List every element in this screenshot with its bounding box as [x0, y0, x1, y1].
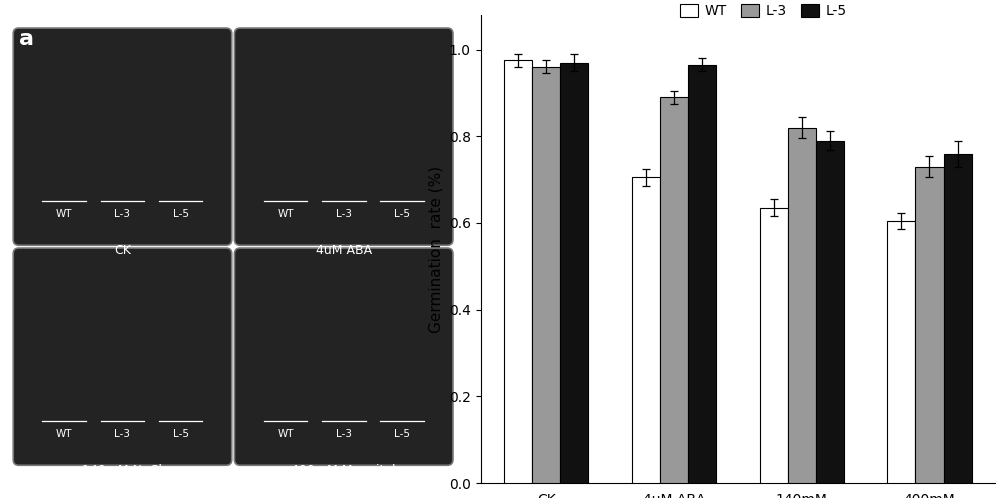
Bar [816, 140, 844, 483]
Text: a: a [19, 29, 34, 49]
Text: 4uM ABA: 4uM ABA [316, 245, 372, 257]
Text: L-5: L-5 [394, 429, 410, 439]
FancyBboxPatch shape [234, 248, 453, 465]
Bar [788, 127, 816, 483]
Text: WT: WT [277, 209, 294, 219]
Y-axis label: Germination  rate (%): Germination rate (%) [428, 165, 443, 333]
Bar [688, 65, 716, 483]
Text: WT: WT [277, 429, 294, 439]
Text: L-3: L-3 [114, 209, 130, 219]
Bar [887, 221, 915, 483]
FancyBboxPatch shape [234, 28, 453, 245]
Bar [504, 60, 532, 483]
Bar [944, 154, 972, 483]
Legend: WT, L-3, L-5: WT, L-3, L-5 [674, 0, 853, 24]
Text: L-5: L-5 [394, 209, 410, 219]
Bar [760, 208, 788, 483]
Bar [660, 97, 688, 483]
Text: WT: WT [56, 429, 73, 439]
Bar [532, 67, 560, 483]
Bar [915, 167, 944, 483]
Text: L-3: L-3 [114, 429, 130, 439]
Bar [632, 177, 660, 483]
Text: CK: CK [114, 245, 131, 257]
FancyBboxPatch shape [13, 248, 232, 465]
Text: L-5: L-5 [173, 209, 189, 219]
Text: WT: WT [56, 209, 73, 219]
Bar [560, 63, 588, 483]
Text: L-3: L-3 [336, 429, 352, 439]
Text: 400mM Mannitol: 400mM Mannitol [291, 464, 396, 478]
FancyBboxPatch shape [13, 28, 232, 245]
Text: 140mM NaCl: 140mM NaCl [82, 464, 162, 478]
Text: L-5: L-5 [173, 429, 189, 439]
Text: L-3: L-3 [336, 209, 352, 219]
